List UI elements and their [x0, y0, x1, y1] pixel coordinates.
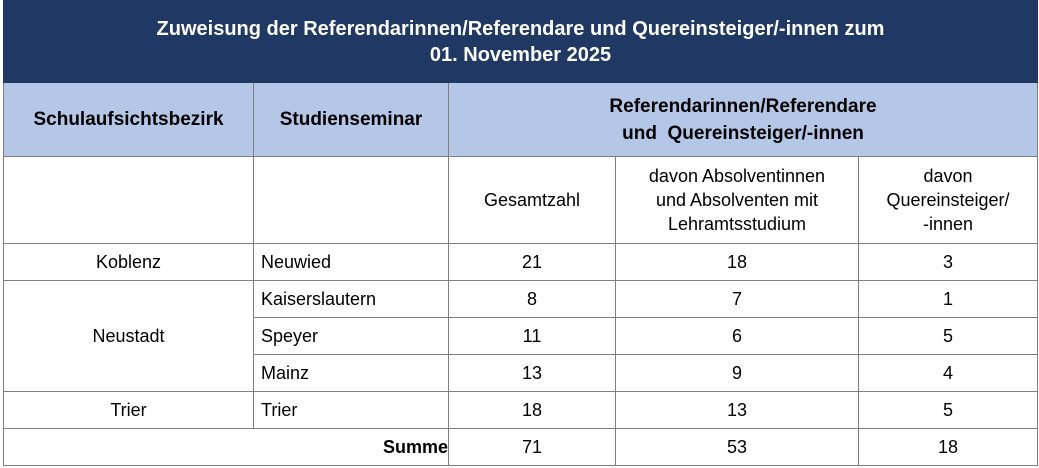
absolventen-cell: 18 [615, 243, 859, 281]
subheader-absolventen-line-3: Lehramtsstudium [667, 214, 807, 234]
gesamt-cell: 18 [448, 391, 616, 429]
header-schulaufsichtsbezirk: Schulaufsichtsbezirk [3, 82, 254, 157]
seminar-cell: Trier [253, 391, 449, 429]
gesamt-cell: 13 [448, 354, 616, 392]
total-label: Summe [3, 428, 449, 466]
gesamt-cell: 11 [448, 317, 616, 355]
quer-cell: 3 [857, 243, 1039, 281]
bezirk-cell: Trier [3, 391, 254, 429]
quer-cell: 5 [857, 317, 1039, 355]
seminar-cell: Mainz [253, 354, 449, 392]
subheader-quereinsteiger: davon Quereinsteiger/ -innen [857, 156, 1039, 244]
title-line-1: Zuweisung der Referendarinnen/Referendar… [156, 17, 885, 40]
gesamt-cell: 8 [448, 280, 616, 318]
header-row: Schulaufsichtsbezirk Studienseminar Refe… [3, 82, 1039, 157]
header-group-referendare: Referendarinnen/Referendare und Quereins… [447, 82, 1039, 157]
subheader-absolventen: davon Absolventinnen und Absolventen mit… [615, 156, 859, 244]
absolventen-cell: 6 [615, 317, 859, 355]
table-row: Neustadt Kaiserslautern 8 7 1 [3, 280, 1039, 392]
total-absolventen: 53 [615, 428, 859, 466]
bezirk-cell: Koblenz [3, 243, 254, 281]
absolventen-cell: 9 [615, 354, 859, 392]
header-studienseminar: Studienseminar [253, 82, 449, 157]
seminar-cell: Neuwied [253, 243, 449, 281]
bezirk-cell: Neustadt [3, 280, 254, 392]
subheader-row: Gesamtzahl davon Absolventinnen und Abso… [3, 156, 1039, 244]
quer-cell: 4 [857, 354, 1039, 392]
absolventen-cell: 7 [615, 280, 859, 318]
table-row: Trier Trier 18 13 5 [3, 391, 1039, 429]
subheader-absolventen-line-1: davon Absolventinnen [648, 166, 826, 186]
total-row: Summe 71 53 18 [3, 428, 1039, 466]
group-header-line-1: Referendarinnen/Referendare [609, 95, 877, 117]
subheader-quer-line-3: -innen [922, 214, 974, 234]
title-row: Zuweisung der Referendarinnen/Referendar… [2, 0, 1039, 83]
quer-cell: 1 [857, 280, 1039, 318]
table-row: Koblenz Neuwied 21 18 3 [3, 243, 1039, 281]
table-title: Zuweisung der Referendarinnen/Referendar… [2, 0, 1039, 83]
subheader-empty-seminar [253, 156, 449, 244]
seminar-cell: Kaiserslautern [253, 280, 449, 318]
subheader-gesamtzahl: Gesamtzahl [448, 156, 616, 244]
gesamt-cell: 21 [448, 243, 616, 281]
subheader-quer-line-1: davon [923, 166, 973, 186]
absolventen-cell: 13 [615, 391, 859, 429]
subheader-quer-line-2: Quereinsteiger/ [886, 190, 1010, 210]
subheader-absolventen-line-2: und Absolventen mit [655, 190, 819, 210]
title-line-2: 01. November 2025 [429, 43, 612, 66]
seminar-cell: Speyer [253, 317, 449, 355]
subheader-empty-bezirk [3, 156, 254, 244]
total-gesamt: 71 [448, 428, 616, 466]
group-header-line-2: und Quereinsteiger/-innen [622, 122, 864, 144]
total-quer: 18 [857, 428, 1039, 466]
quer-cell: 5 [857, 391, 1039, 429]
